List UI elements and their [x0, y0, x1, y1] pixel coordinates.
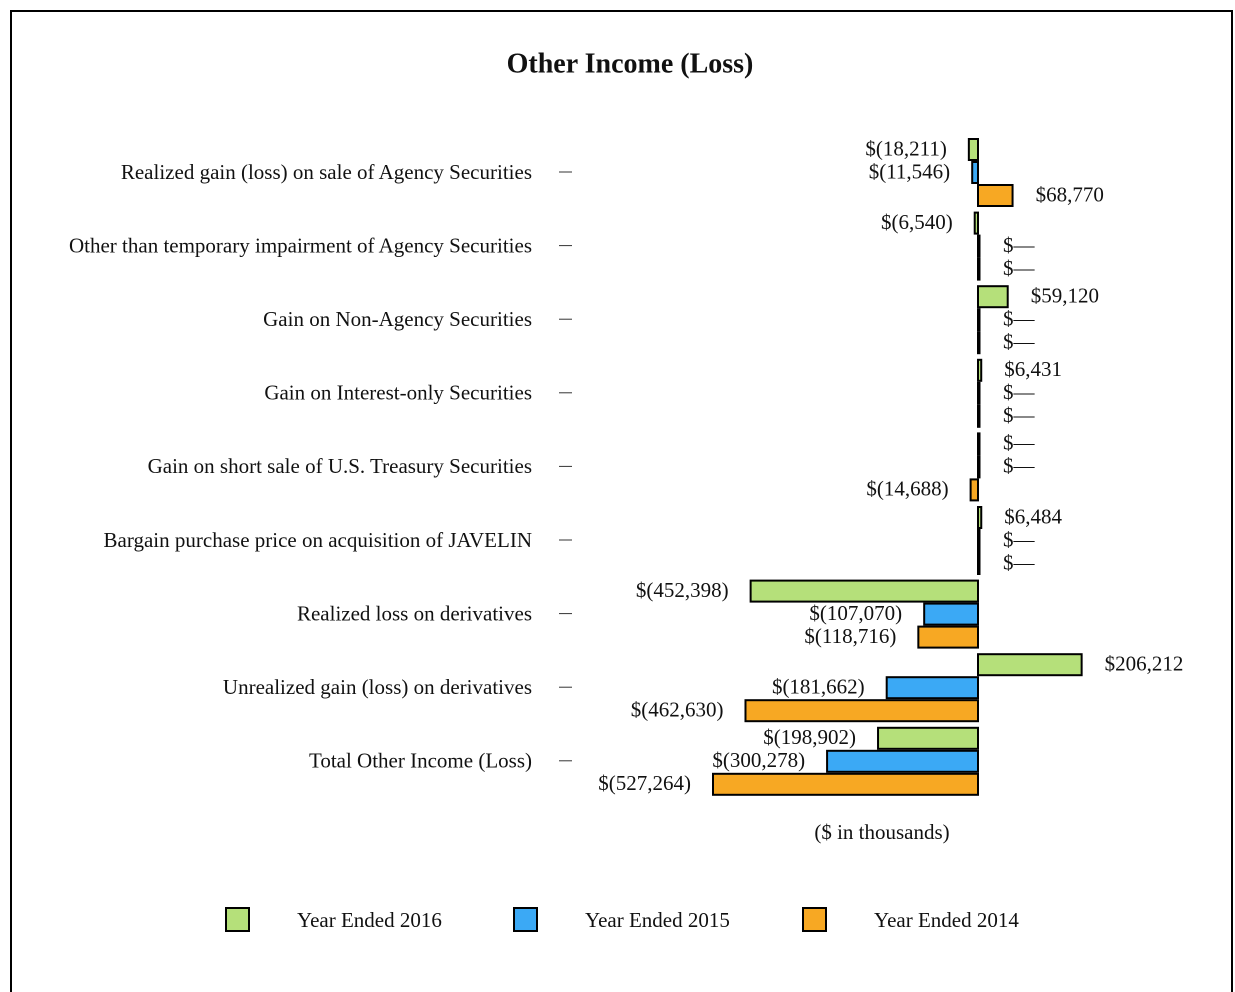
bar	[977, 529, 981, 552]
axis-label: ($ in thousands)	[814, 820, 949, 844]
value-label: $206,212	[1105, 652, 1184, 676]
value-label: $—	[1003, 233, 1036, 257]
value-label: $—	[1003, 431, 1036, 455]
bar	[977, 404, 981, 428]
bar	[977, 358, 983, 382]
bar	[749, 579, 980, 603]
bar	[977, 257, 981, 281]
bar	[744, 699, 979, 723]
category-label: Unrealized gain (loss) on derivatives	[223, 675, 532, 699]
value-label: $(198,902)	[763, 725, 856, 749]
bar	[977, 184, 1014, 207]
bar	[885, 676, 980, 700]
bar	[977, 381, 981, 405]
value-label: $(462,630)	[631, 698, 724, 722]
value-label: $6,431	[1004, 357, 1062, 381]
bar	[917, 625, 979, 649]
chart-title: Other Income (Loss)	[507, 48, 754, 79]
category-label: Total Other Income (Loss)	[309, 749, 532, 773]
value-label: $—	[1003, 380, 1036, 404]
value-label: $(14,688)	[866, 477, 948, 501]
bar	[977, 506, 983, 529]
bar	[923, 602, 979, 626]
bar	[977, 331, 981, 355]
value-label: $—	[1003, 454, 1036, 478]
value-label: $(11,546)	[869, 159, 950, 183]
value-label: $(452,398)	[636, 578, 729, 602]
value-label: $—	[1003, 527, 1036, 551]
bar	[977, 234, 981, 258]
category-label: Realized loss on derivatives	[297, 601, 532, 625]
value-label: $—	[1003, 307, 1036, 331]
bar	[973, 211, 979, 235]
value-label: $(181,662)	[772, 675, 865, 699]
category-label: Realized gain (loss) on sale of Agency S…	[121, 160, 532, 184]
bar	[967, 138, 979, 161]
bar	[977, 455, 981, 479]
legend-label: Year Ended 2014	[874, 908, 1019, 932]
bar	[977, 308, 981, 332]
value-label: $—	[1003, 330, 1036, 354]
legend-label: Year Ended 2016	[297, 908, 442, 932]
bar	[977, 552, 981, 575]
value-label: $—	[1003, 256, 1036, 280]
value-label: $59,120	[1031, 284, 1099, 308]
value-label: $(6,540)	[881, 210, 953, 234]
legend-swatch	[513, 907, 538, 932]
value-label: $(18,211)	[865, 136, 946, 160]
value-label: $(107,070)	[809, 601, 902, 625]
bar	[977, 432, 981, 456]
frame	[10, 10, 1233, 992]
value-label: $6,484	[1004, 504, 1062, 528]
bar	[712, 772, 979, 796]
legend-swatch	[225, 907, 250, 932]
bar	[877, 726, 980, 750]
bar	[977, 285, 1009, 309]
legend-label: Year Ended 2015	[585, 908, 730, 932]
value-label: $—	[1003, 403, 1036, 427]
category-label: Bargain purchase price on acquisition of…	[104, 528, 532, 552]
bar	[977, 653, 1083, 677]
category-label: Gain on short sale of U.S. Treasury Secu…	[148, 454, 532, 478]
value-label: $68,770	[1036, 182, 1104, 206]
bar	[971, 161, 979, 184]
value-label: $(300,278)	[712, 748, 805, 772]
category-label: Gain on Interest-only Securities	[264, 381, 532, 405]
legend-swatch	[802, 907, 827, 932]
bar	[826, 749, 979, 773]
value-label: $—	[1003, 550, 1036, 574]
category-label: Other than temporary impairment of Agenc…	[69, 233, 532, 257]
value-label: $(118,716)	[804, 624, 896, 648]
value-label: $(527,264)	[598, 771, 691, 795]
category-label: Gain on Non-Agency Securities	[263, 307, 532, 331]
bar	[969, 478, 980, 502]
